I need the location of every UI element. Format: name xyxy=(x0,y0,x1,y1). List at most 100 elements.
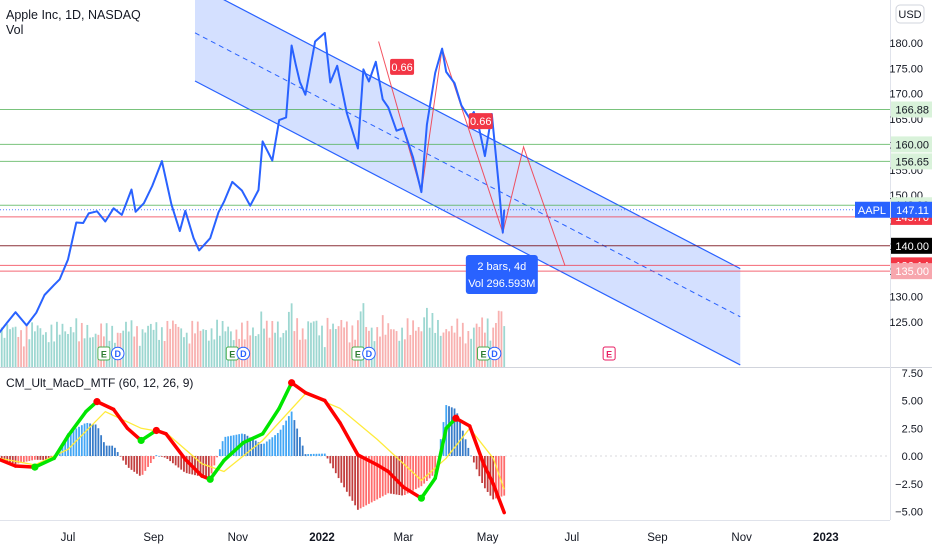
price-tick: 130.00 xyxy=(889,292,923,304)
macd-histogram-bar xyxy=(0,456,3,459)
macd-histogram-bar xyxy=(3,456,6,460)
dividend-marker-0[interactable] xyxy=(110,346,125,361)
volume-bar xyxy=(365,327,368,367)
macd-histogram-bar xyxy=(417,456,420,488)
macd-histogram-bar xyxy=(475,456,478,470)
macd-histogram-bar xyxy=(268,439,271,456)
level-label-140.00: 140.00 xyxy=(895,241,929,253)
macd-histogram-bar xyxy=(69,431,72,456)
macd-histogram-bar xyxy=(138,456,141,476)
macd-histogram-bar xyxy=(194,456,196,476)
volume-bar xyxy=(69,326,72,367)
volume-bar xyxy=(274,332,276,367)
macd-histogram-bar xyxy=(149,456,152,464)
volume-bar xyxy=(199,330,202,367)
macd-histogram-bar xyxy=(387,456,390,494)
volume-bar xyxy=(412,320,415,367)
price-axis[interactable]: 125.00130.00135.00140.00145.00150.00155.… xyxy=(889,38,923,329)
volume-bar xyxy=(332,323,334,367)
last-price-label: 147.11 xyxy=(896,205,929,217)
macd-histogram-bar xyxy=(279,429,282,456)
earnings-marker-4[interactable] xyxy=(602,346,616,361)
volume-bar xyxy=(312,321,315,367)
macd-line-segment xyxy=(323,398,342,425)
volume-bar xyxy=(207,340,210,367)
macd-histogram-bar xyxy=(17,456,20,464)
volume-bar xyxy=(191,320,194,367)
channel-lower-line[interactable] xyxy=(194,80,741,366)
volume-bar xyxy=(127,331,130,367)
level-label-135.00: 135.00 xyxy=(895,266,929,278)
macd-histogram-bar xyxy=(310,453,312,456)
macd-histogram-bar xyxy=(299,437,301,456)
volume-bar xyxy=(122,330,125,367)
macd-histogram-bar xyxy=(395,456,398,495)
indicator-axis[interactable]: 7.50 5.00 2.50 0.00 −2.50 −5.00 xyxy=(895,368,923,519)
macd-histogram-bar xyxy=(232,435,235,456)
volume-bar xyxy=(221,321,224,367)
macd-line-segment xyxy=(356,453,379,467)
earnings-marker-label-1: E xyxy=(229,350,235,360)
indicator-pane[interactable] xyxy=(0,379,890,515)
volume-bar xyxy=(125,321,127,367)
volume-bar xyxy=(318,335,321,367)
macd-histogram-bar xyxy=(304,454,307,456)
level-label-box-166.88 xyxy=(891,101,932,118)
macd-histogram-bar xyxy=(221,441,224,456)
signal-line[interactable] xyxy=(0,393,505,490)
macd-histogram-bar xyxy=(282,425,285,456)
volume-bar xyxy=(334,329,337,367)
volume-bar xyxy=(105,323,108,367)
macd-histogram-bar xyxy=(67,433,69,456)
volume-bar xyxy=(423,317,426,367)
macd-histogram-bar xyxy=(428,456,431,479)
volume-bar xyxy=(437,319,439,367)
dividend-marker-2[interactable] xyxy=(362,346,376,361)
macd-cross-dot xyxy=(206,475,214,483)
price-line[interactable] xyxy=(0,31,506,334)
volume-bar xyxy=(9,329,11,367)
macd-line-segment xyxy=(260,406,281,436)
volume-bar xyxy=(188,343,191,367)
macd-histogram-bar xyxy=(343,456,345,488)
volume-bar xyxy=(36,325,39,367)
macd-histogram-bar xyxy=(321,453,323,456)
dividend-marker-1[interactable] xyxy=(236,346,251,361)
macd-histogram-bar xyxy=(467,447,470,456)
macd-histogram-bar xyxy=(368,456,370,504)
projection-zigzag[interactable] xyxy=(378,41,566,266)
earnings-marker-0[interactable] xyxy=(97,346,111,361)
macd-line-segment xyxy=(277,380,294,411)
volume-bar xyxy=(356,320,359,367)
volume-bar xyxy=(392,329,395,367)
dividend-marker-3[interactable] xyxy=(487,346,502,361)
currency-button[interactable]: USD xyxy=(895,4,925,24)
macd-histogram-bar xyxy=(337,456,340,479)
volume-bar xyxy=(194,333,196,367)
volume-bar xyxy=(42,334,45,367)
macd-histogram-bar xyxy=(127,456,130,468)
macd-histogram-bar xyxy=(434,456,437,474)
macd-histogram-bar xyxy=(492,456,495,500)
volume-bar xyxy=(431,312,434,367)
earnings-marker-label-3: E xyxy=(481,350,487,360)
macd-histogram-bar xyxy=(86,422,89,456)
measure-tooltip[interactable] xyxy=(465,255,538,294)
macd-histogram-bar xyxy=(180,456,183,470)
macd-histogram-bar xyxy=(105,445,108,456)
macd-histogram-bar xyxy=(83,423,86,456)
macd-histogram-bar xyxy=(420,456,423,487)
macd-histogram-bar xyxy=(332,456,334,469)
macd-histogram-bar xyxy=(100,435,103,456)
volume-bar xyxy=(257,334,260,367)
macd-histogram-bar xyxy=(356,456,359,510)
volume-bar xyxy=(409,334,412,367)
volume-bar xyxy=(163,341,166,367)
macd-histogram-bar xyxy=(119,456,122,457)
level-label-box-156.65 xyxy=(891,153,932,170)
indicator-tick: 2.50 xyxy=(902,423,923,435)
time-axis[interactable]: Jul Sep Nov 2022 Mar May Jul Sep Nov 2023 xyxy=(0,520,890,545)
macd-histogram-bar xyxy=(102,442,105,456)
